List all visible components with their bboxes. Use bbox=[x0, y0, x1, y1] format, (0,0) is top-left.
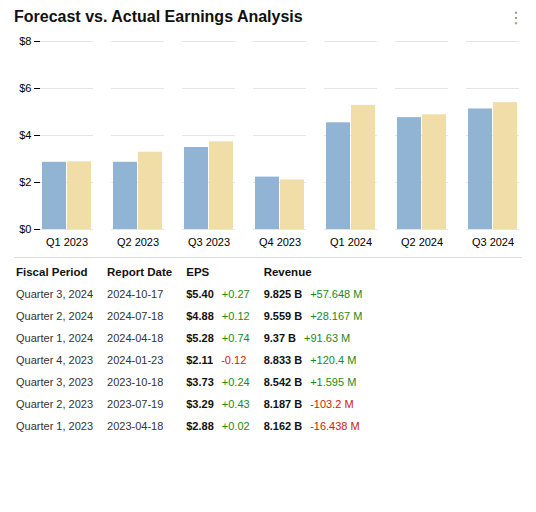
html-text:8.833 B: 8.833 B bbox=[263, 354, 303, 366]
svg-text:$4: $4 bbox=[19, 129, 31, 141]
svg-text:Q2 2023: Q2 2023 bbox=[117, 236, 159, 248]
html-text:Quarter 3, 2023: Quarter 3, 2023 bbox=[16, 376, 94, 388]
html-text:$3.73: $3.73 bbox=[186, 376, 214, 388]
html-text:8.187 B: 8.187 B bbox=[263, 398, 303, 410]
html-text:+0.27: +0.27 bbox=[221, 288, 250, 300]
svg-text:Q3 2023: Q3 2023 bbox=[188, 236, 230, 248]
html-text:-103.2 M: -103.2 M bbox=[310, 398, 354, 410]
html-text:EPS: EPS bbox=[186, 266, 210, 278]
html-text:$2.88: $2.88 bbox=[186, 420, 214, 432]
html-text:9.559 B: 9.559 B bbox=[263, 310, 303, 322]
html-text:9.37 B: 9.37 B bbox=[263, 332, 296, 344]
html-text:2023-10-18: 2023-10-18 bbox=[107, 376, 164, 388]
html-text:$3.29: $3.29 bbox=[186, 398, 214, 410]
html-text:Quarter 1, 2023: Quarter 1, 2023 bbox=[16, 420, 94, 432]
html-text:$4.88: $4.88 bbox=[186, 310, 214, 322]
html-text:+0.74: +0.74 bbox=[221, 332, 250, 344]
html-text:2023-07-19: 2023-07-19 bbox=[107, 398, 164, 410]
html-text:2024-07-18: 2024-07-18 bbox=[107, 310, 164, 322]
html-text:$2.11: $2.11 bbox=[186, 354, 214, 366]
html-text:Quarter 2, 2023: Quarter 2, 2023 bbox=[16, 398, 94, 410]
html-text:+0.43: +0.43 bbox=[221, 398, 250, 410]
svg-text:$8: $8 bbox=[19, 35, 31, 47]
svg-text:$6: $6 bbox=[19, 82, 31, 94]
html-text:Report Date: Report Date bbox=[107, 266, 173, 278]
html-text:+120.4 M: +120.4 M bbox=[310, 354, 357, 366]
svg-text:Q1 2024: Q1 2024 bbox=[330, 236, 372, 248]
html-text:+57.648 M: +57.648 M bbox=[310, 288, 363, 300]
html-text:2024-04-18: 2024-04-18 bbox=[107, 332, 164, 344]
html-text:2023-04-18: 2023-04-18 bbox=[107, 420, 164, 432]
html-text:Forecast vs. Actual Earnings A: Forecast vs. Actual Earnings Analysis bbox=[14, 8, 303, 25]
html-text:+0.12: +0.12 bbox=[221, 310, 250, 322]
html-text:+1.595 M: +1.595 M bbox=[310, 376, 357, 388]
html-text:9.825 B: 9.825 B bbox=[263, 288, 303, 300]
svg-text:Q4 2023: Q4 2023 bbox=[259, 236, 301, 248]
html-text:Quarter 2, 2024: Quarter 2, 2024 bbox=[16, 310, 94, 322]
svg-text:Q2 2024: Q2 2024 bbox=[401, 236, 443, 248]
html-text:Quarter 3, 2024: Quarter 3, 2024 bbox=[16, 288, 94, 300]
svg-text:Q1 2023: Q1 2023 bbox=[46, 236, 88, 248]
html-text:$5.40: $5.40 bbox=[186, 288, 214, 300]
html-text:Revenue: Revenue bbox=[263, 266, 312, 278]
html-text:Quarter 1, 2024: Quarter 1, 2024 bbox=[16, 332, 94, 344]
html-text:-16.438 M: -16.438 M bbox=[310, 420, 360, 432]
html-text:8.162 B: 8.162 B bbox=[263, 420, 303, 432]
svg-text:Q3 2024: Q3 2024 bbox=[472, 236, 514, 248]
html-text:Fiscal Period: Fiscal Period bbox=[16, 266, 88, 278]
html-text:2024-10-17: 2024-10-17 bbox=[107, 288, 164, 300]
html-text:+0.02: +0.02 bbox=[221, 420, 250, 432]
html-text:Quarter 4, 2023: Quarter 4, 2023 bbox=[16, 354, 94, 366]
html-text:-0.12: -0.12 bbox=[221, 354, 247, 366]
html-text:+0.24: +0.24 bbox=[221, 376, 250, 388]
html-text:+28.167 M: +28.167 M bbox=[310, 310, 363, 322]
svg-text:$2: $2 bbox=[19, 176, 31, 188]
html-text:8.542 B: 8.542 B bbox=[263, 376, 303, 388]
svg-text:$0: $0 bbox=[19, 223, 31, 235]
html-text:2024-01-23: 2024-01-23 bbox=[107, 354, 164, 366]
html-text:+91.63 M: +91.63 M bbox=[304, 332, 351, 344]
html-text:$5.28: $5.28 bbox=[186, 332, 214, 344]
